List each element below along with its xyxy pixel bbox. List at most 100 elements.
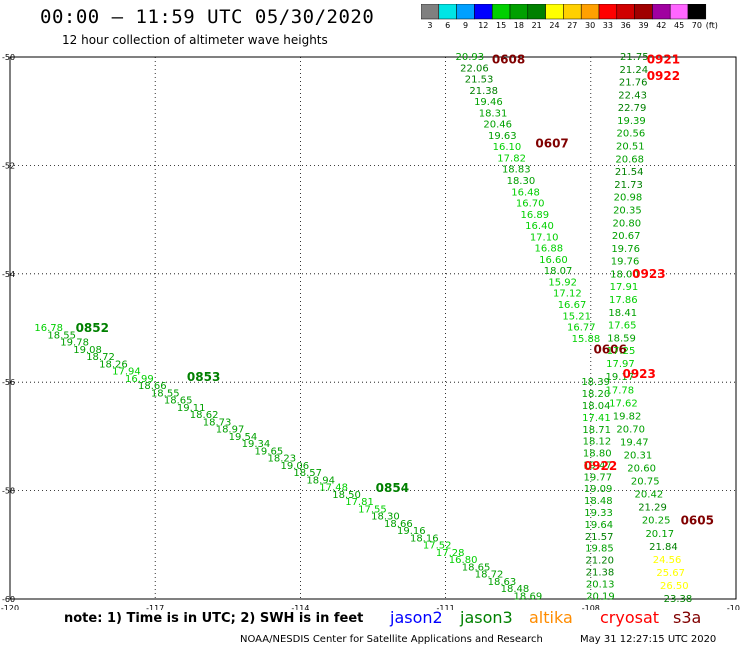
wave-height-label: 19.54	[229, 432, 258, 443]
lat-tick-label: -60	[2, 595, 15, 604]
wave-height-label: 20.70	[616, 424, 645, 435]
wave-height-label: 18.73	[203, 417, 232, 428]
wave-height-label: 20.67	[612, 231, 641, 242]
wave-height-label: 20.98	[614, 193, 643, 204]
color-scale-labels: 3 6 9 12 15 18 21 24 27 30 33 36 39 42 45 70 (ft)	[421, 21, 740, 33]
wave-height-label: 20.13	[586, 579, 615, 590]
wave-height-label: 18.66	[384, 519, 413, 530]
wave-height-label: 17.94	[112, 367, 141, 378]
wave-height-label: 15.88	[572, 334, 601, 345]
wave-height-label: 18.65	[164, 396, 193, 407]
wave-height-label: 20.25	[642, 516, 671, 527]
wave-height-label: 17.48	[319, 483, 348, 494]
wave-height-label: 19.09	[584, 484, 613, 495]
wave-height-label: 20.60	[627, 464, 656, 475]
wave-height-label: 19.65	[255, 446, 284, 457]
wave-height-label: 17.12	[553, 289, 582, 300]
lon-tick-label: -108	[582, 604, 600, 610]
wave-height-label: 17.28	[436, 548, 465, 559]
wave-height-label: 19.77	[583, 472, 612, 483]
wave-height-label: 16.88	[534, 244, 563, 255]
generation-timestamp: May 31 12:27:15 UTC 2020	[580, 634, 717, 645]
wave-height-label: 16.60	[539, 255, 568, 266]
wave-height-label: 21.29	[638, 503, 667, 514]
wave-height-label: 16.78	[34, 323, 63, 334]
wave-height-label: 19.11	[177, 403, 206, 414]
wave-height-label: 16.48	[511, 187, 540, 198]
wave-height-label: 18.12	[583, 437, 612, 448]
footer-note: note: 1) Time is in UTC; 2) SWH is in fe…	[64, 611, 364, 626]
wave-height-label: 24.56	[653, 555, 682, 566]
lat-tick-label: -56	[2, 378, 15, 387]
scale-label: 12	[478, 21, 489, 30]
wave-height-label: 17.82	[497, 153, 526, 164]
wave-height-label: 20.31	[624, 451, 653, 462]
satellite-label-altika: altika	[529, 608, 573, 627]
wave-height-label: 20.56	[617, 129, 646, 140]
wave-height-label: 20.51	[616, 142, 645, 153]
lat-tick-label: -50	[2, 53, 15, 62]
wave-height-label: 18.63	[488, 577, 517, 588]
wave-height-label: 16.67	[558, 300, 587, 311]
lon-tick-label: -120	[1, 604, 19, 610]
scale-label: 18	[513, 21, 524, 30]
wave-height-label: 17.86	[609, 295, 638, 306]
scale-label: 27	[567, 21, 578, 30]
wave-height-label: 19.33	[584, 508, 613, 519]
wave-height-label: 18.55	[151, 388, 180, 399]
wave-height-map: -50 -52 -54 -56 -58 -60-120 -117 -114 -111 -108 -1…	[1, 52, 740, 610]
pass-time-label: 0854	[376, 481, 409, 495]
wave-height-label: 18.26	[99, 359, 128, 370]
wave-height-label: 18.97	[216, 425, 245, 436]
wave-height-label: 16.80	[449, 555, 478, 566]
wave-height-label: 19.06	[280, 461, 309, 472]
lat-tick-label: -54	[2, 270, 15, 279]
scale-label: 36	[620, 21, 631, 30]
satellite-label-jason2: jason2	[390, 608, 443, 627]
scale-label: 42	[656, 21, 667, 30]
wave-height-label: 16.10	[493, 142, 522, 153]
wave-height-label: 20.80	[612, 218, 641, 229]
pass-time-label: 0853	[187, 370, 220, 384]
scale-label: 15	[496, 21, 507, 30]
wave-height-label: 19.08	[73, 345, 102, 356]
lat-tick-label: -52	[2, 161, 15, 170]
satellite-label-jason3: jason3	[460, 608, 513, 627]
pass-time-label: 0923	[632, 267, 665, 281]
wave-height-label: 22.43	[618, 90, 647, 101]
wave-height-label: 18.59	[607, 333, 636, 344]
wave-height-label: 20.17	[645, 529, 674, 540]
wave-height-label: 23.38	[664, 594, 693, 605]
pass-time-label: 0607	[535, 137, 568, 151]
pass-time-label: 0608	[492, 53, 525, 67]
scale-label: 39	[638, 21, 649, 30]
wave-height-label: 18.72	[86, 352, 115, 363]
scale-label: 45	[674, 21, 685, 30]
wave-height-label: 18.30	[371, 512, 400, 523]
pass-time-label: 0852	[76, 321, 109, 335]
wave-height-label: 21.38	[469, 86, 498, 97]
wave-height-label: 20.75	[631, 477, 660, 488]
wave-height-label: 17.78	[606, 385, 635, 396]
lon-tick-label: -117	[146, 604, 164, 610]
wave-height-label: 18.57	[293, 468, 322, 479]
pass-time-label: 0921	[647, 53, 680, 67]
wave-height-label: 18.83	[502, 165, 531, 176]
wave-height-label: 17.41	[582, 413, 611, 424]
wave-height-label: 21.84	[649, 542, 678, 553]
wave-height-label: 17.25	[607, 346, 636, 357]
wave-height-label: 26.50	[660, 581, 689, 592]
scale-label: 24	[549, 21, 560, 30]
wave-height-label: 18.66	[138, 381, 167, 392]
lon-tick-label: -105	[727, 604, 740, 610]
credit-line: NOAA/NESDIS Center for Satellite Applica…	[240, 634, 543, 645]
wave-height-label: 20.93	[455, 52, 484, 63]
scale-label: 21	[531, 21, 542, 30]
wave-height-label: 15.92	[548, 277, 577, 288]
wave-height-label: 17.81	[345, 497, 374, 508]
scale-label: 30	[585, 21, 596, 30]
wave-height-label: 19.76	[611, 257, 640, 268]
wave-height-label: 20.35	[613, 205, 642, 216]
wave-height-label: 21.20	[585, 556, 614, 567]
wave-height-label: 18.31	[479, 108, 508, 119]
